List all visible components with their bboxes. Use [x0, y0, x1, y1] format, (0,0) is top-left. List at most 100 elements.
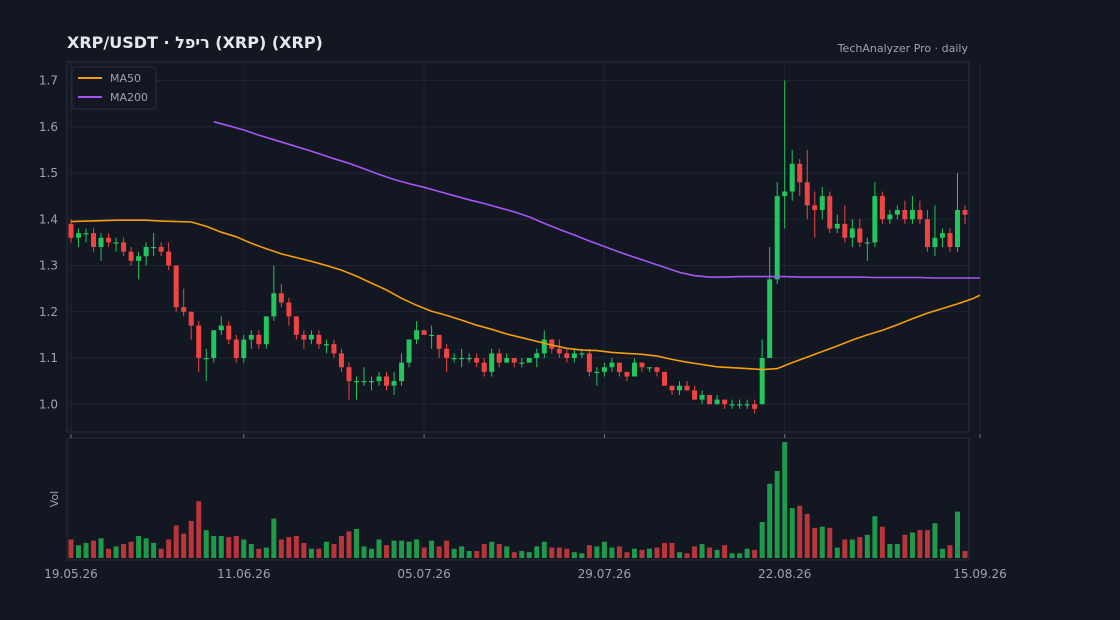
volume-bar [879, 526, 885, 558]
volume-bar [353, 529, 359, 558]
candle-body [894, 210, 900, 215]
volume-bar [631, 548, 637, 558]
candle-body [106, 237, 112, 243]
volume-bar [947, 545, 953, 558]
candle-body [286, 302, 292, 317]
volume-bar [346, 531, 352, 558]
volume-bar [939, 548, 945, 558]
volume-bar [579, 553, 585, 558]
volume-bar [188, 520, 194, 558]
price-tick-label: 1.1 [39, 351, 58, 365]
candle-body [136, 256, 142, 261]
candle-body [661, 371, 667, 386]
candle-body [586, 353, 592, 372]
candle-body [804, 182, 810, 206]
volume-bar [616, 546, 622, 558]
candle-body [308, 334, 314, 340]
volume-bar [932, 523, 938, 558]
candle-body [654, 367, 660, 372]
volume-bar [804, 513, 810, 558]
volume-bar [609, 547, 615, 558]
candle-body [752, 404, 758, 409]
candle-body [864, 242, 870, 244]
candle-body [774, 196, 780, 280]
candle-body [504, 358, 510, 363]
volume-bar [737, 553, 743, 558]
candle-body [699, 395, 705, 400]
candle-body [834, 223, 840, 229]
candle-body [692, 390, 698, 400]
ma200-line [213, 120, 980, 279]
volume-bar [248, 544, 254, 558]
candle-body [639, 362, 645, 368]
volume-bar [286, 537, 292, 558]
candle-body [346, 367, 352, 382]
candle-body [579, 353, 585, 355]
candle-body [203, 358, 209, 360]
chart-title: XRP/USDT · ריפל (XRP) (XRP) [67, 33, 323, 52]
volume-bar [369, 548, 375, 558]
candle-body [677, 385, 683, 391]
volume-bars [68, 442, 968, 558]
volume-bar [113, 546, 119, 558]
volume-bar [361, 546, 367, 558]
price-tick-label: 1.2 [39, 305, 58, 319]
volume-bar [894, 544, 900, 558]
candle-body [181, 307, 187, 312]
candle-body [947, 233, 953, 247]
legend-ma200-label: MA200 [110, 91, 148, 104]
volume-bar [211, 535, 217, 558]
candle-body [68, 223, 74, 238]
volume-bar [278, 539, 284, 558]
volume-axis-label: Vol [48, 491, 61, 507]
volume-bar [308, 548, 314, 558]
candle-body [917, 210, 923, 220]
candle-body [684, 385, 690, 391]
volume-bar [166, 539, 172, 558]
candle-body [218, 325, 224, 331]
volume-bar [917, 530, 923, 558]
volume-bar [526, 552, 532, 558]
volume-bar [699, 544, 705, 558]
candle-body [924, 219, 930, 247]
chart-source: TechAnalyzer Pro · daily [837, 42, 969, 55]
candle-body [323, 344, 329, 346]
grid-lines [67, 62, 981, 432]
candle-body [759, 358, 765, 405]
volume-bar [842, 539, 848, 558]
volume-bar [83, 542, 89, 558]
volume-bar [414, 539, 420, 558]
volume-bar [827, 527, 833, 558]
candle-body [616, 362, 622, 372]
candle-body [421, 330, 427, 335]
price-tick-label: 1.5 [39, 166, 58, 180]
volume-bar [68, 539, 74, 558]
candle-body [541, 339, 547, 354]
candle-body [399, 362, 405, 382]
candle-body [451, 358, 457, 360]
volume-bar [759, 522, 765, 558]
volume-bar [541, 541, 547, 558]
volume-bar [496, 544, 502, 558]
candle-body [226, 325, 232, 340]
volume-bar [98, 538, 104, 558]
candle-body [827, 196, 833, 229]
candle-body [331, 344, 337, 354]
volume-bar [849, 539, 855, 558]
candle-body [519, 362, 525, 364]
candle-body [91, 233, 97, 247]
volume-bar [474, 551, 480, 558]
volume-bar [962, 551, 968, 558]
legend-ma50-label: MA50 [110, 72, 141, 85]
volume-bar [767, 483, 773, 558]
candle-body [188, 311, 194, 326]
candle-body [211, 330, 217, 358]
volume-bar [481, 544, 487, 558]
volume-bar [669, 542, 675, 558]
volume-bar [233, 535, 239, 558]
volume-bar [549, 547, 555, 558]
time-tick-label: 22.08.26 [758, 567, 811, 581]
volume-bar [924, 530, 930, 558]
volume-bar [797, 505, 803, 558]
